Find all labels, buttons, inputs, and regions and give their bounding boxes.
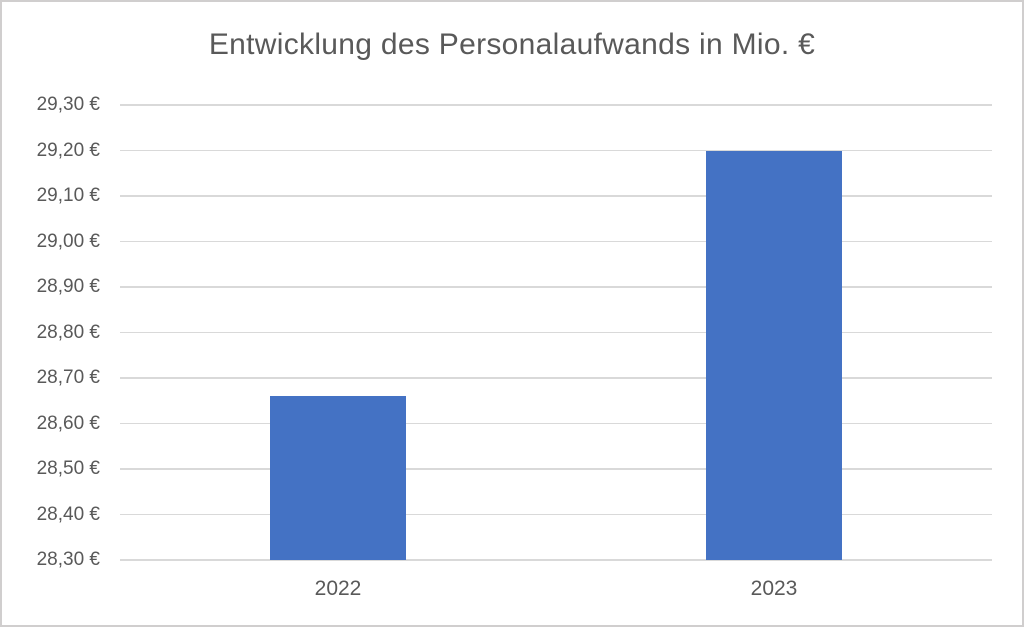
gridline <box>120 331 992 334</box>
y-axis-tick-label: 28,30 € <box>36 549 100 570</box>
gridline <box>120 240 992 243</box>
gridline <box>120 149 992 152</box>
y-axis-tick-label: 29,30 € <box>36 94 100 115</box>
y-axis-tick-label: 29,20 € <box>36 139 100 161</box>
gridline <box>120 513 992 516</box>
gridline <box>120 377 992 379</box>
gridline <box>120 559 992 561</box>
bar-2022 <box>270 396 406 560</box>
gridline <box>120 468 992 470</box>
gridline <box>120 422 992 425</box>
y-axis-tick-label: 28,60 € <box>36 412 100 434</box>
gridline <box>120 286 992 288</box>
y-axis-tick-label: 29,10 € <box>36 185 100 206</box>
x-axis-tick-label: 2022 <box>314 577 362 600</box>
chart-title: Entwicklung des Personalaufwands in Mio.… <box>208 28 816 61</box>
bar-2023 <box>706 150 842 560</box>
y-axis-tick-label: 28,70 € <box>36 367 100 388</box>
y-axis-tick-label: 28,40 € <box>36 503 100 525</box>
y-axis-tick-label: 28,90 € <box>36 276 100 297</box>
y-axis-tick-label: 29,00 € <box>36 230 100 252</box>
y-axis-tick-label: 28,80 € <box>36 321 100 343</box>
x-axis-tick-label: 2023 <box>750 577 798 600</box>
y-axis-tick-label: 28,50 € <box>36 458 100 479</box>
gridline <box>120 195 992 197</box>
gridline <box>120 104 992 106</box>
